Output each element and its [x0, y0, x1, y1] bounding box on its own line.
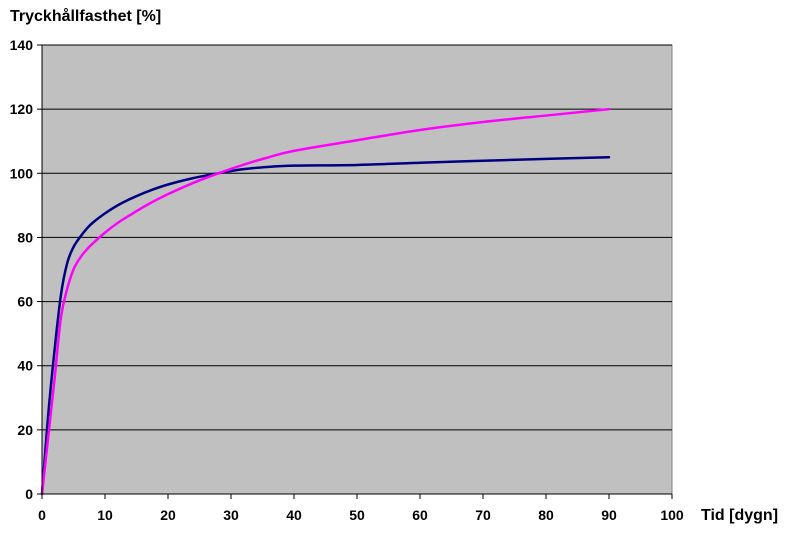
- y-tick-label: 20: [17, 422, 33, 438]
- y-tick-label: 100: [10, 165, 34, 181]
- y-tick-label: 40: [17, 358, 33, 374]
- x-tick-label: 90: [601, 507, 617, 523]
- x-tick-label: 70: [475, 507, 491, 523]
- x-tick-label: 100: [660, 507, 684, 523]
- plot-area: [41, 44, 673, 495]
- series-line-1: [40, 156, 611, 496]
- x-tick-label: 0: [38, 507, 46, 523]
- x-tick-label: 30: [223, 507, 239, 523]
- x-tick-label: 10: [97, 507, 113, 523]
- x-tick-label: 60: [412, 507, 428, 523]
- y-tick-label: 60: [17, 294, 33, 310]
- y-axis-title: Tryckhållfasthet [%]: [10, 7, 161, 25]
- x-tick-label: 50: [349, 507, 365, 523]
- series-group: [40, 107, 611, 496]
- series-line-2: [40, 107, 611, 496]
- x-axis-ticks: 0 10 20 30 40 50 60 70 80 90 100: [38, 493, 684, 523]
- x-tick-label: 40: [286, 507, 302, 523]
- x-tick-label: 80: [538, 507, 554, 523]
- x-tick-label: 20: [160, 507, 176, 523]
- y-tick-label: 0: [25, 486, 33, 502]
- x-axis-title: Tid [dygn]: [701, 507, 778, 524]
- y-axis-ticks: 0 20 40 60 80 100 120 140: [10, 37, 43, 502]
- y-tick-label: 140: [10, 37, 34, 53]
- y-tick-label: 80: [17, 229, 33, 245]
- y-tick-label: 120: [10, 101, 34, 117]
- grid-lines: [42, 44, 672, 431]
